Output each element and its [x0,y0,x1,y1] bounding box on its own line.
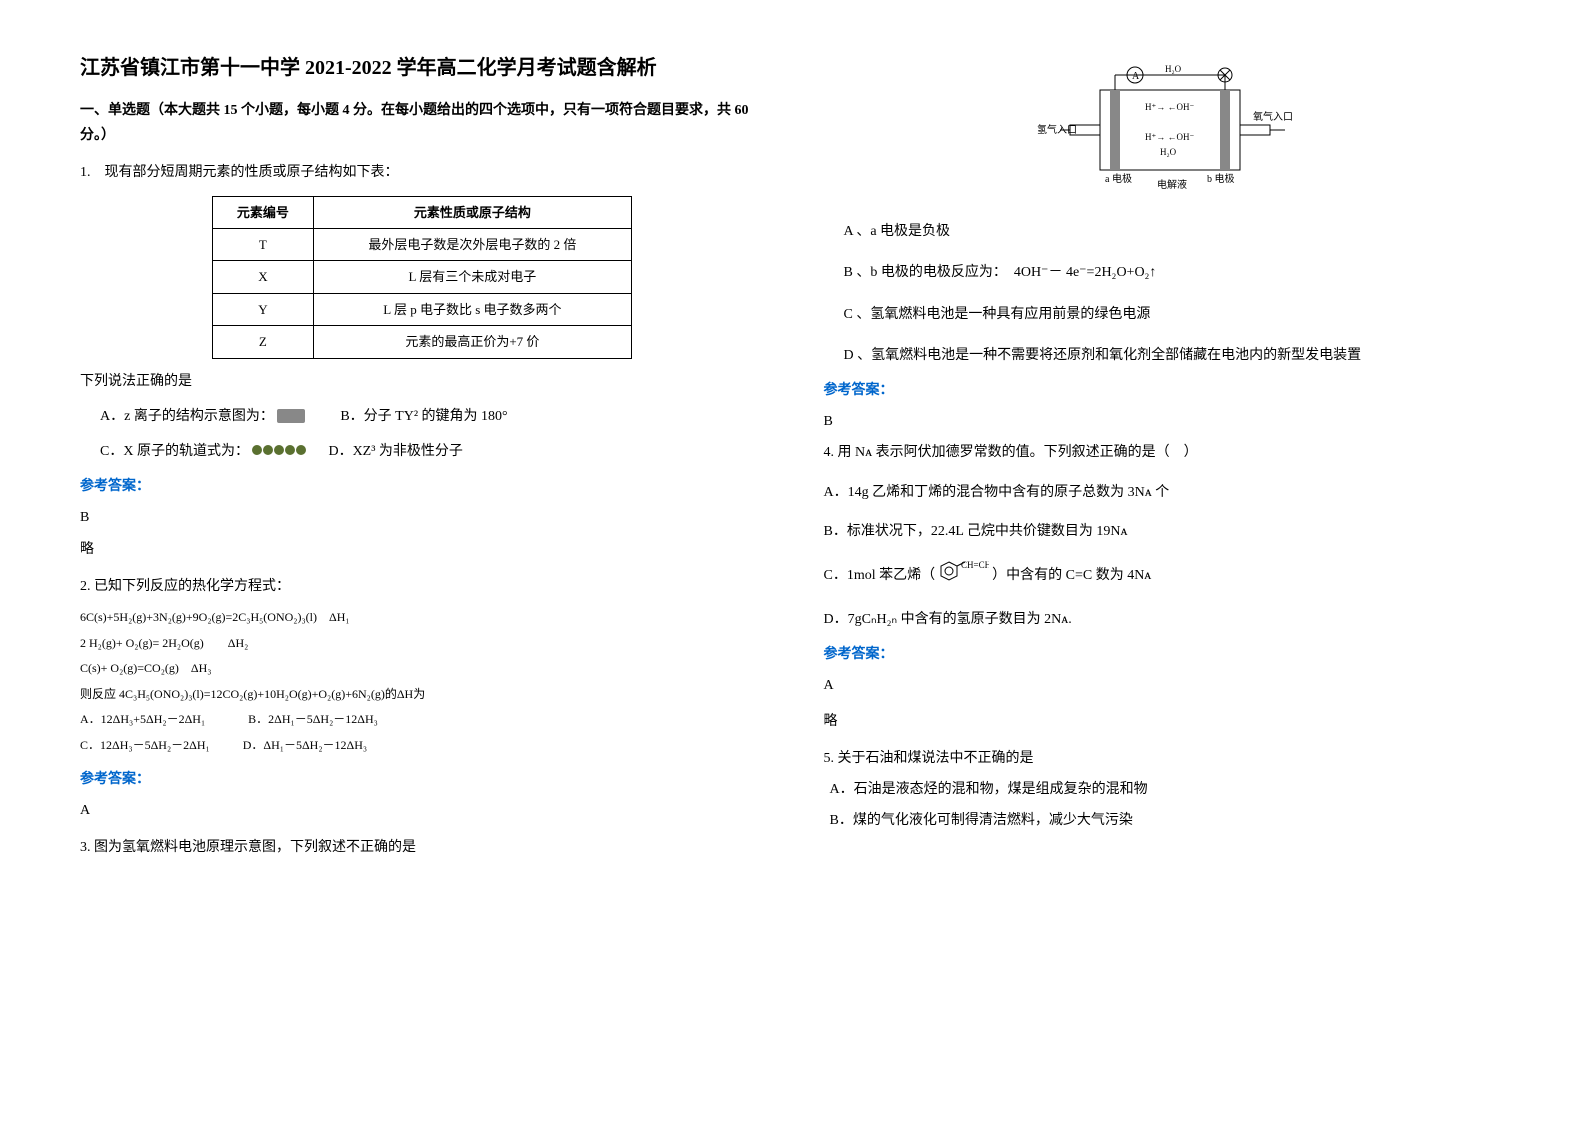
q2-option-a: A．12ΔH₃+5ΔH₂－2ΔH₁ [80,712,205,726]
diagram-label-right: 氧气入口 [1253,110,1293,123]
q1-answer: B [80,505,764,530]
q4-option-a: A．14g 乙烯和丁烯的混合物中含有的原子总数为 3Nᴀ 个 [824,480,1508,505]
table-header: 元素性质或原子结构 [314,196,632,228]
q1-option-b: B．分子 TY² 的键角为 180° [340,409,507,424]
section-1-header: 一、单选题（本大题共 15 个小题，每小题 4 分。在每小题给出的四个选项中，只… [80,98,764,148]
q4-explanation: 略 [824,709,1508,734]
benzene-ring-icon: CH=CH₂ [939,558,989,593]
q2-options-row2: C．12ΔH₃－5ΔH₂－2ΔH₁ D．ΔH₁－5ΔH₂－12ΔH₃ [80,735,764,757]
q1-option-a: A．z 离子的结构示意图为： [100,409,274,424]
q1-table: 元素编号 元素性质或原子结构 T 最外层电子数是次外层电子数的 2 倍 X L … [212,196,632,359]
diagram-label-a: A [1132,71,1140,82]
q2-stem: 2. 已知下列反应的热化学方程式： [80,574,764,599]
benzene-formula-label: CH=CH₂ [961,560,989,570]
q5-option-b: B．煤的气化液化可制得清洁燃料，减少大气污染 [824,808,1508,833]
q3-stem: 3. 图为氢氧燃料电池原理示意图，下列叙述不正确的是 [80,835,764,860]
diagram-label-electrolyte: 电解液 [1157,178,1187,191]
table-cell: 元素的最高正价为+7 价 [314,326,632,358]
q2-formula-4: 则反应 4C₃H₅(ONO₂)₃(l)=12CO₂(g)+10H₂O(g)+O₂… [80,684,764,706]
svg-text:H⁺→ ←OH⁻: H⁺→ ←OH⁻ [1145,132,1194,142]
q2-answer: A [80,798,764,823]
q2-option-c: C．12ΔH₃－5ΔH₂－2ΔH₁ [80,738,210,752]
fuel-cell-diagram: A H₂O H⁺→ ←OH⁻ H⁺→ ←OH⁻ H₂O 氢气入口 氧气入口 a [824,60,1508,209]
svg-text:H₂O: H₂O [1160,147,1177,157]
q4-option-d: D．7gCₙH₂ₙ 中含有的氢原子数目为 2Nᴀ. [824,607,1508,632]
q2-options-row1: A．12ΔH₃+5ΔH₂－2ΔH₁ B．2ΔH₁－5ΔH₂－12ΔH₃ [80,709,764,731]
q1-options-row2: C．X 原子的轨道式为： D．XZ³ 为非极性分子 [80,439,764,464]
q3-option-d: D 、氢氧燃料电池是一种不需要将还原剂和氧化剂全部储藏在电池内的新型发电装置 [824,343,1508,368]
table-cell: Y [212,293,313,325]
answer-label: 参考答案： [80,767,764,792]
q3-answer: B [824,409,1508,434]
diagram-label-left: 氢气入口 [1037,123,1077,136]
q3-option-b: B 、b 电极的电极反应为： 4OH⁻－ 4e⁻=2H₂O+O₂↑ [824,260,1508,285]
fuel-cell-svg: A H₂O H⁺→ ←OH⁻ H⁺→ ←OH⁻ H₂O 氢气入口 氧气入口 a [1035,60,1295,200]
q1-question: 下列说法正确的是 [80,369,764,394]
left-column: 江苏省镇江市第十一中学 2021-2022 学年高二化学月考试题含解析 一、单选… [80,50,764,1072]
q3-option-a: A 、a 电极是负极 [824,219,1508,244]
table-header: 元素编号 [212,196,313,228]
q5-stem: 5. 关于石油和煤说法中不正确的是 [824,746,1508,771]
q2-option-d: D．ΔH₁－5ΔH₂－12ΔH₃ [243,738,367,752]
q1-options-row1: A．z 离子的结构示意图为： B．分子 TY² 的键角为 180° [80,404,764,429]
answer-label: 参考答案： [824,642,1508,667]
q4-stem: 4. 用 Nᴀ 表示阿伏加德罗常数的值。下列叙述正确的是（ ） [824,440,1508,465]
q1-option-d: D．XZ³ 为非极性分子 [328,444,462,459]
q3-option-c: C 、氢氧燃料电池是一种具有应用前景的绿色电源 [824,302,1508,327]
answer-label: 参考答案： [824,378,1508,403]
document-title: 江苏省镇江市第十一中学 2021-2022 学年高二化学月考试题含解析 [80,50,764,86]
q4-option-b: B．标准状况下，22.4L 己烷中共价键数目为 19Nᴀ [824,519,1508,544]
answer-label: 参考答案： [80,474,764,499]
q1-stem: 1. 现有部分短周期元素的性质或原子结构如下表： [80,160,764,185]
q2-formula-1: 6C(s)+5H₂(g)+3N₂(g)+9O₂(g)=2C₃H₅(ONO₂)₃(… [80,607,764,629]
orbital-icon [252,439,307,464]
q2-option-b: B．2ΔH₁－5ΔH₂－12ΔH₃ [248,712,378,726]
q4-answer: A [824,673,1508,698]
q4-option-c-suffix: ）中含有的 C=C 数为 4Nᴀ [992,568,1151,583]
table-cell: T [212,228,313,260]
table-cell: Z [212,326,313,358]
q1-option-c: C．X 原子的轨道式为： [100,444,249,459]
diagram-label-b-electrode: b 电极 [1207,172,1235,185]
table-cell: L 层 p 电子数比 s 电子数多两个 [314,293,632,325]
table-cell: X [212,261,313,293]
svg-text:H⁺→ ←OH⁻: H⁺→ ←OH⁻ [1145,102,1194,112]
q2-formula-3: C(s)+ O₂(g)=CO₂(g) ΔH₃ [80,658,764,680]
q1-explanation: 略 [80,537,764,562]
diagram-label-h2o: H₂O [1165,64,1182,74]
diagram-label-a-electrode: a 电极 [1105,172,1132,185]
q2-formula-2: 2 H₂(g)+ O₂(g)= 2H₂O(g) ΔH₂ [80,633,764,655]
q5-option-a: A．石油是液态烃的混和物，煤是组成复杂的混和物 [824,777,1508,802]
ion-structure-icon [277,409,305,423]
table-cell: L 层有三个未成对电子 [314,261,632,293]
q4-option-c-prefix: C．1mol 苯乙烯（ [824,568,936,583]
table-cell: 最外层电子数是次外层电子数的 2 倍 [314,228,632,260]
q4-option-c: C．1mol 苯乙烯（ CH=CH₂ ）中含有的 C=C 数为 4Nᴀ [824,558,1508,593]
right-column: A H₂O H⁺→ ←OH⁻ H⁺→ ←OH⁻ H₂O 氢气入口 氧气入口 a [824,50,1508,1072]
